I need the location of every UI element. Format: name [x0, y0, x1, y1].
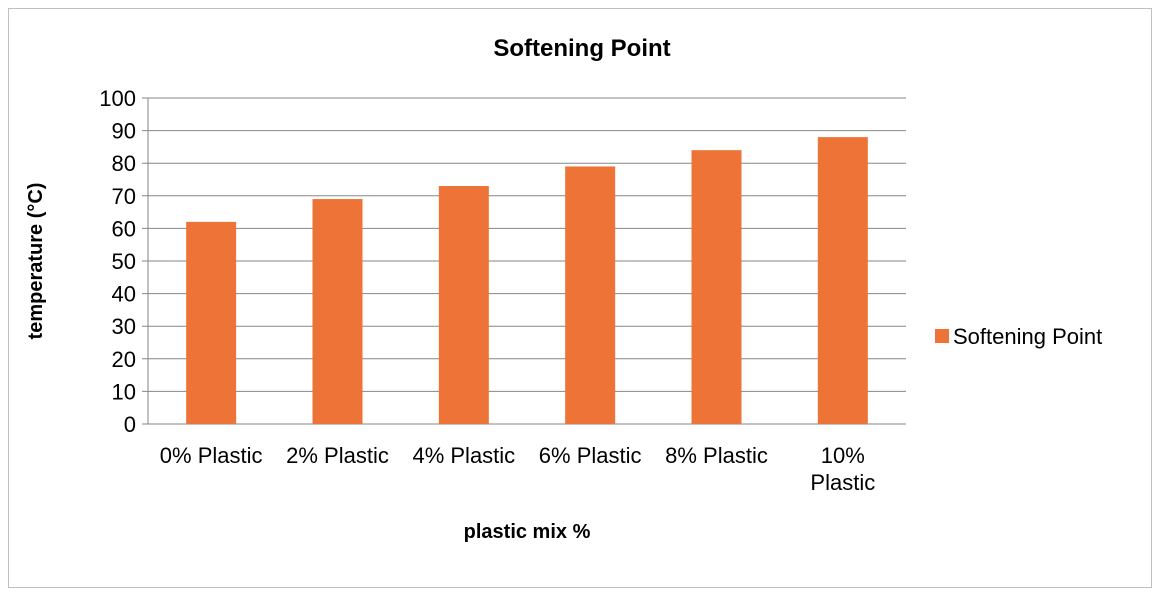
bar	[312, 199, 363, 424]
x-tick-label: 0% Plastic	[160, 443, 263, 468]
y-axis-tick-labels: 0 10 20 30 40 50 60 70 80 90 100	[99, 86, 136, 437]
y-tick-label: 100	[99, 86, 136, 111]
bar-series	[186, 137, 868, 424]
y-tick-label: 0	[124, 412, 136, 437]
y-tick-label: 10	[112, 379, 136, 404]
chart-title: Softening Point	[493, 35, 670, 62]
y-tick-label: 80	[112, 151, 136, 176]
x-axis-tick-labels: 0% Plastic 2% Plastic 4% Plastic 6% Plastic…	[160, 443, 875, 495]
bar	[691, 150, 742, 424]
y-tick-label: 70	[112, 184, 136, 209]
legend-swatch	[935, 329, 949, 343]
y-axis-title: temperature (°C)	[25, 183, 47, 340]
y-tick-label: 90	[112, 119, 136, 144]
x-tick-label: 10% Plastic	[810, 443, 875, 495]
y-tick-label: 30	[112, 314, 136, 339]
x-tick-label: 2% Plastic	[286, 443, 389, 468]
legend: Softening Point	[935, 324, 1102, 349]
x-tick-label: 8% Plastic	[665, 443, 768, 468]
x-tick-label: 4% Plastic	[412, 443, 515, 468]
y-tick-label: 40	[112, 282, 136, 307]
x-tick-label: 6% Plastic	[539, 443, 642, 468]
y-tick-label: 60	[112, 216, 136, 241]
y-tick-label: 20	[112, 347, 136, 372]
x-axis-title: plastic mix %	[464, 521, 591, 543]
bar	[186, 221, 237, 424]
gridlines	[142, 97, 906, 425]
bar	[817, 137, 868, 424]
bar	[438, 186, 489, 424]
legend-label: Softening Point	[953, 324, 1102, 349]
y-tick-label: 50	[112, 249, 136, 274]
bar	[565, 166, 616, 424]
